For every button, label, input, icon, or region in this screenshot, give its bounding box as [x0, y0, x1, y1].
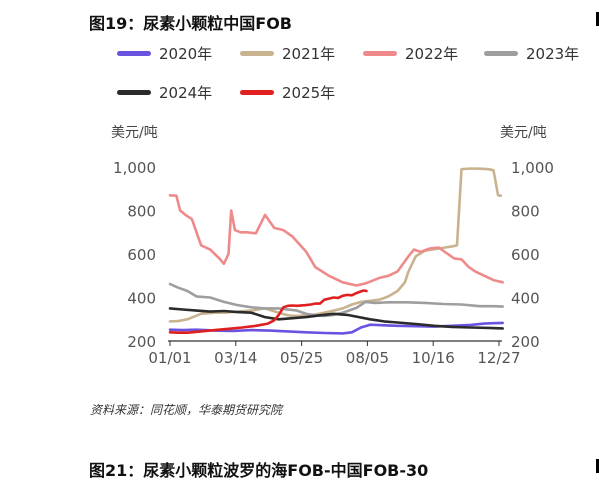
y-tick-label-left: 200: [127, 333, 156, 351]
legend-swatch: [363, 50, 397, 56]
series-line: [168, 194, 505, 287]
divider-mark: [596, 12, 599, 26]
left-axis-unit: 美元/吨: [111, 125, 158, 141]
legend-item: 2020年: [117, 43, 212, 63]
source-note: 资料来源：同花顺，华泰期货研究院: [90, 403, 283, 417]
y-tick-label-right: 1,000: [511, 159, 554, 177]
legend-item: 2025年: [240, 82, 335, 102]
x-tick-label: 03/14: [214, 349, 257, 367]
legend-label: 2020年: [159, 44, 213, 63]
legend-item: 2024年: [117, 82, 212, 102]
legend-swatch: [484, 50, 518, 56]
y-tick-label-left: 800: [127, 203, 156, 221]
x-tick-label: 10/16: [412, 349, 455, 367]
legend-label: 2024年: [159, 83, 213, 102]
legend-swatch: [117, 50, 151, 56]
x-tick-label: 08/05: [346, 349, 389, 367]
legend-label: 2023年: [526, 44, 580, 63]
y-tick-label-left: 600: [127, 246, 156, 264]
y-tick-label-right: 600: [511, 246, 540, 264]
legend-item: 2022年: [363, 43, 458, 63]
legend-item: 2021年: [240, 43, 335, 63]
legend-swatch: [240, 89, 274, 95]
figure-title: 图19：尿素小颗粒中国FOB: [89, 14, 292, 33]
x-tick-label: 12/27: [477, 349, 520, 367]
y-tick-label-left: 400: [127, 290, 156, 308]
y-tick-label-right: 400: [511, 290, 540, 308]
x-tick-label: 01/01: [148, 349, 191, 367]
y-tick-label-left: 1,000: [113, 159, 156, 177]
x-tick-label: 05/25: [280, 349, 323, 367]
series-line: [168, 289, 368, 335]
legend-label: 2025年: [282, 83, 336, 102]
y-tick-label-right: 800: [511, 203, 540, 221]
legend-label: 2022年: [405, 44, 459, 63]
legend-swatch: [117, 89, 151, 95]
divider-mark: [596, 459, 599, 473]
right-axis-unit: 美元/吨: [500, 125, 547, 141]
legend-label: 2021年: [282, 44, 336, 63]
legend-item: 2023年: [484, 43, 579, 63]
series-line: [168, 321, 505, 335]
series-line: [168, 307, 505, 330]
next-figure-title: 图21：尿素小颗粒波罗的海FOB-中国FOB-30: [89, 461, 429, 480]
y-tick-label-right: 200: [511, 333, 540, 351]
legend-swatch: [240, 50, 274, 56]
